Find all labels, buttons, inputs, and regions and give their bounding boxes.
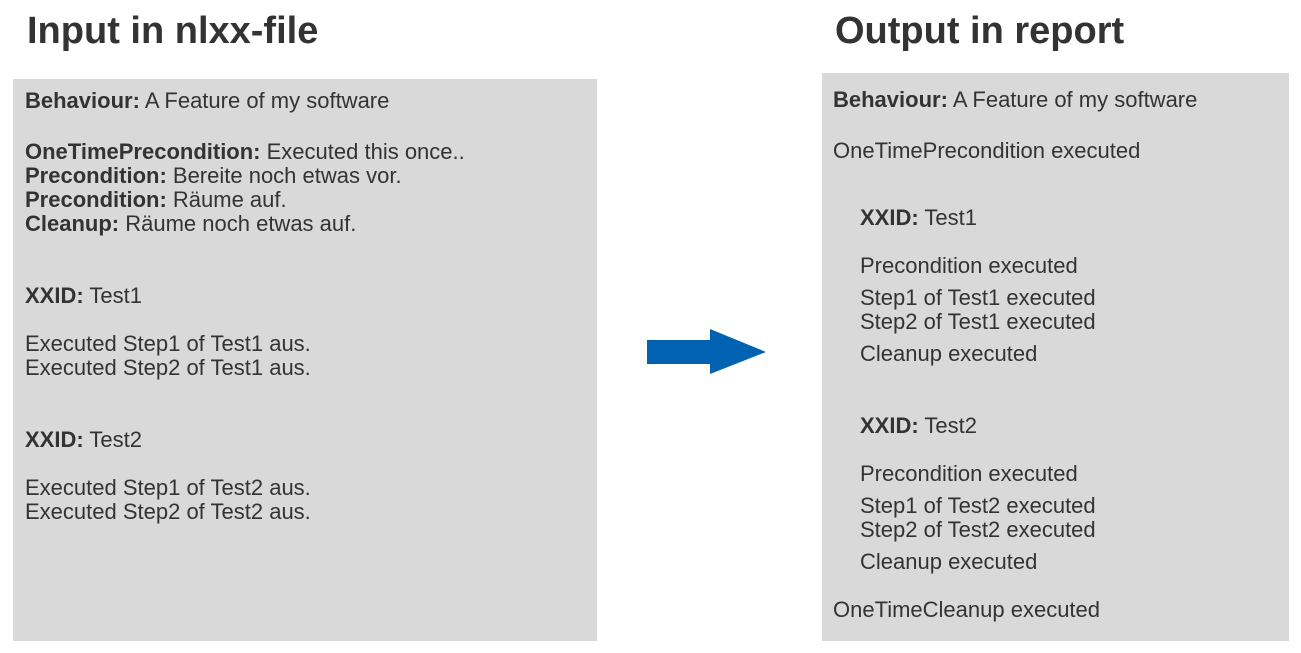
behaviour-label: Behaviour: bbox=[833, 87, 948, 112]
input-step-line: Executed Step1 of Test1 aus. bbox=[25, 331, 311, 356]
output-xxid-line: XXID: Test2 bbox=[860, 414, 977, 438]
output-cleanup-line: Cleanup executed bbox=[860, 341, 1038, 366]
input-xxid-line: XXID: Test1 bbox=[25, 284, 142, 308]
output-step-line: Step1 of Test1 executed bbox=[860, 285, 1096, 310]
output-step-line: Step2 of Test1 executed bbox=[860, 309, 1096, 334]
input-step-line: Executed Step2 of Test1 aus. bbox=[25, 355, 311, 380]
precondition-value: Bereite noch etwas vor. bbox=[166, 163, 402, 188]
xxid-label: XXID: bbox=[860, 413, 919, 438]
input-precondition-line: Precondition: Räume auf. bbox=[25, 188, 287, 212]
input-step-line: Executed Step1 of Test2 aus. bbox=[25, 475, 311, 500]
output-precondition-line: Precondition executed bbox=[860, 253, 1078, 278]
input-xxid-line: XXID: Test2 bbox=[25, 428, 142, 452]
xxid-value: Test2 bbox=[83, 427, 142, 452]
behaviour-label: Behaviour: bbox=[25, 88, 140, 113]
xxid-label: XXID: bbox=[25, 427, 84, 452]
behaviour-value: A Feature of my software bbox=[947, 87, 1198, 112]
input-one-time-precondition-line: OneTimePrecondition: Executed this once.… bbox=[25, 140, 465, 164]
output-step-line: Step2 of Test2 executed bbox=[860, 517, 1096, 542]
xxid-label: XXID: bbox=[860, 205, 919, 230]
output-one-time-precondition-line: OneTimePrecondition executed bbox=[833, 138, 1141, 163]
cleanup-label: Cleanup: bbox=[25, 211, 120, 236]
xxid-value: Test1 bbox=[918, 205, 977, 230]
input-panel: Behaviour: A Feature of my software OneT… bbox=[13, 79, 597, 641]
input-heading: Input in nlxx-file bbox=[27, 10, 319, 52]
output-heading: Output in report bbox=[835, 10, 1125, 52]
output-cleanup-line: Cleanup executed bbox=[860, 549, 1038, 574]
right-arrow-icon bbox=[647, 329, 766, 374]
xxid-label: XXID: bbox=[25, 283, 84, 308]
precondition-label: Precondition: bbox=[25, 187, 167, 212]
output-xxid-line: XXID: Test1 bbox=[860, 206, 977, 230]
arrow-shape bbox=[647, 329, 766, 374]
one-time-precondition-label: OneTimePrecondition: bbox=[25, 139, 261, 164]
xxid-value: Test2 bbox=[918, 413, 977, 438]
output-panel: Behaviour: A Feature of my software OneT… bbox=[822, 73, 1289, 641]
input-step-line: Executed Step2 of Test2 aus. bbox=[25, 499, 311, 524]
input-precondition-line: Precondition: Bereite noch etwas vor. bbox=[25, 164, 402, 188]
output-step-line: Step1 of Test2 executed bbox=[860, 493, 1096, 518]
precondition-value: Räume auf. bbox=[166, 187, 287, 212]
precondition-label: Precondition: bbox=[25, 163, 167, 188]
output-one-time-cleanup-line: OneTimeCleanup executed bbox=[833, 597, 1101, 622]
xxid-value: Test1 bbox=[83, 283, 142, 308]
output-precondition-line: Precondition executed bbox=[860, 461, 1078, 486]
input-behaviour-line: Behaviour: A Feature of my software bbox=[25, 89, 389, 113]
behaviour-value: A Feature of my software bbox=[139, 88, 390, 113]
one-time-precondition-value: Executed this once.. bbox=[260, 139, 465, 164]
cleanup-value: Räume noch etwas auf. bbox=[119, 211, 357, 236]
input-cleanup-line: Cleanup: Räume noch etwas auf. bbox=[25, 212, 356, 236]
output-behaviour-line: Behaviour: A Feature of my software bbox=[833, 88, 1197, 112]
